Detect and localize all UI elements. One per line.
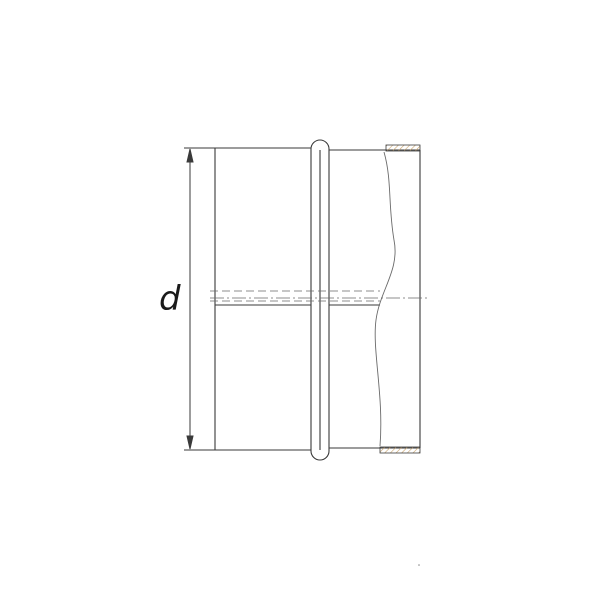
wall-section: [379, 144, 421, 454]
rib: [310, 139, 330, 461]
dimension-label: d: [159, 279, 181, 319]
coupling-body: [214, 147, 421, 451]
break-line: [374, 151, 396, 447]
wall-bottom: [379, 446, 421, 454]
arrow-bottom-icon: [186, 435, 194, 450]
axis-lines: [210, 290, 430, 302]
arrow-top-icon: [186, 148, 194, 163]
stray-dot: [418, 564, 420, 566]
dimension-d: [184, 147, 216, 451]
wall-top: [385, 144, 421, 152]
